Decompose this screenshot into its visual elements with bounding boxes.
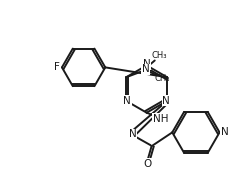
Text: N: N [143, 59, 151, 69]
Text: N: N [123, 96, 131, 106]
Text: NH: NH [153, 114, 168, 124]
Text: N: N [129, 129, 137, 139]
Text: F: F [54, 62, 60, 72]
Text: N: N [220, 127, 228, 137]
Text: N: N [142, 64, 150, 74]
Text: CH₃: CH₃ [155, 74, 170, 83]
Text: CH₃: CH₃ [152, 51, 167, 60]
Text: N: N [162, 96, 170, 106]
Text: O: O [144, 159, 152, 169]
